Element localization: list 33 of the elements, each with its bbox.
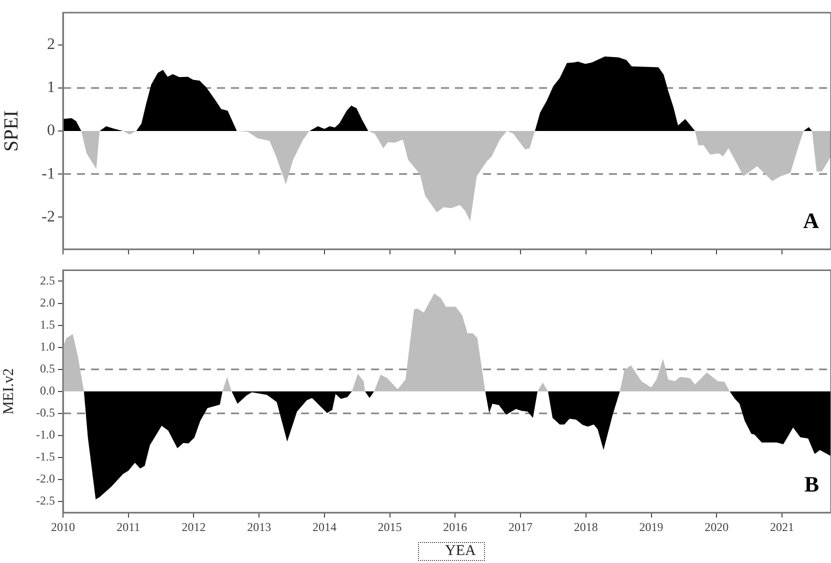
x-tick-label: 2017 [508,520,533,534]
x-tick-label: 2018 [574,520,598,534]
y-tick-label: -1.5 [36,450,55,464]
y-tick-label: -1 [42,165,55,182]
x-tick-label: 2013 [247,520,272,534]
y-tick-label: 2.0 [40,295,55,310]
y-tick-label: -2 [42,208,55,226]
x-tick-label: 2015 [378,520,402,534]
y-tick-label: 0 [47,122,55,140]
annotation: A [803,208,820,234]
y-tick-label: -0.5 [36,406,55,420]
y-tick-label: -2.5 [36,494,55,508]
x-tick-label: 2019 [639,520,664,534]
y-tick-label: 0.5 [40,362,55,376]
y-tick-label: 1 [47,79,55,96]
y-tick-label: 2 [47,36,55,54]
y-tick-label: -2.0 [36,472,55,486]
y-tick-label: 0.0 [40,384,55,398]
x-tick-label: 2020 [704,520,729,534]
x-tick-label: 2012 [182,520,206,534]
y-axis-title: SPEI [0,110,22,152]
x-tick-label: 2014 [312,520,336,534]
x-tick-label: 2010 [51,520,75,534]
y-tick-label: 2.5 [40,273,55,288]
y-tick-label: -1.0 [36,428,55,442]
annotation: B [804,471,820,496]
y-tick-label: 1.0 [40,339,55,354]
x-tick-label: 2011 [116,520,140,534]
y-axis-title: MEI.v2 [0,368,17,415]
x-axis-title: YEA [418,542,485,561]
x-tick-label: 2016 [443,520,468,534]
y-tick-label: 1.5 [40,317,55,332]
x-tick-label: 2021 [770,520,794,534]
